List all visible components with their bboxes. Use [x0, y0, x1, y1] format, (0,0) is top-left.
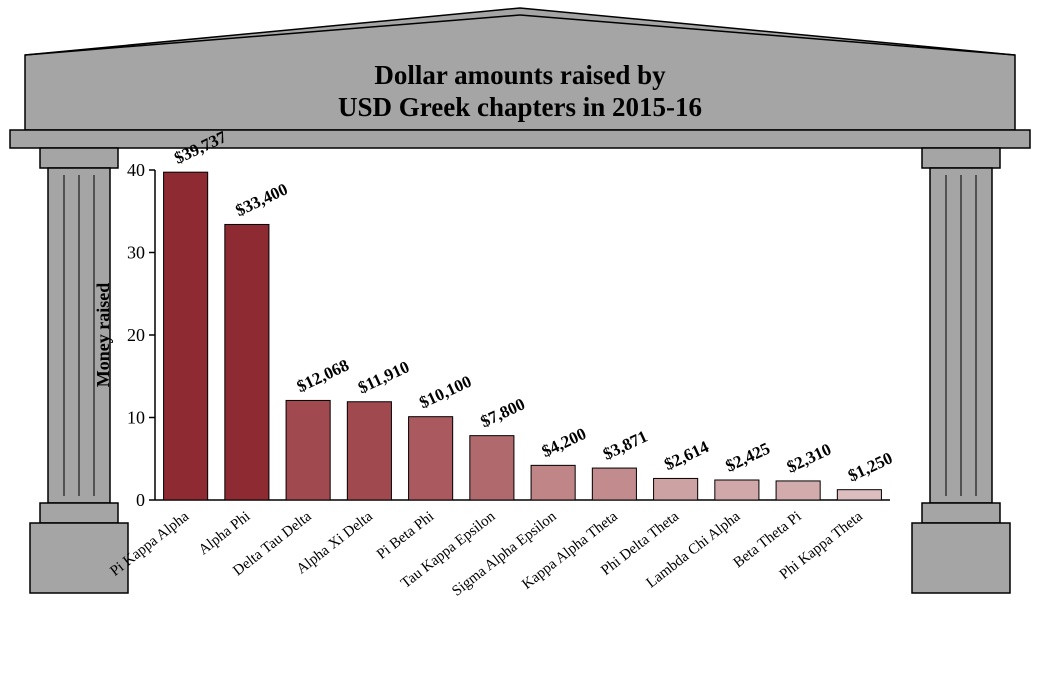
bar-value-label: $2,614 — [661, 437, 712, 474]
bar — [592, 468, 636, 500]
y-tick-label: 20 — [127, 325, 145, 345]
bar-value-label: $1,250 — [845, 448, 895, 485]
bar — [776, 481, 820, 500]
bar-category-label: Alpha Phi — [196, 509, 253, 559]
bar-value-label: $2,310 — [784, 440, 834, 477]
bar-value-label: $33,400 — [233, 180, 291, 221]
bar — [409, 417, 453, 500]
bar — [286, 400, 330, 500]
bar-value-label: $10,100 — [416, 372, 474, 413]
bar — [654, 478, 698, 500]
y-axis-label: Money raised — [93, 283, 113, 387]
bar-value-label: $39,737 — [171, 127, 230, 168]
bar-value-label: $4,200 — [539, 424, 589, 461]
bar — [225, 224, 269, 500]
bar — [347, 402, 391, 500]
bar-category-label: Pi Beta Phi — [374, 509, 437, 563]
bar — [470, 436, 514, 500]
bar-category-label: Pi Kappa Alpha — [107, 508, 192, 579]
y-tick-label: 10 — [127, 408, 145, 428]
y-tick-label: 0 — [136, 490, 145, 510]
bar-category-label: Sigma Alpha Epsilon — [449, 508, 560, 599]
bar-value-label: $3,871 — [600, 427, 650, 464]
y-tick-label: 30 — [127, 243, 145, 263]
bar — [531, 465, 575, 500]
bar — [715, 480, 759, 500]
bar-value-label: $11,910 — [355, 357, 412, 397]
bar-chart: 0 10 20 30 40 Money raised $39,737 Pi Kappa Alp… — [0, 0, 1040, 674]
bar-value-label: $12,068 — [294, 355, 352, 396]
bar — [837, 490, 881, 500]
bar-value-label: $7,800 — [478, 394, 528, 431]
y-tick-label: 40 — [127, 160, 145, 180]
bar-value-label: $2,425 — [723, 439, 773, 476]
bar — [164, 172, 208, 500]
